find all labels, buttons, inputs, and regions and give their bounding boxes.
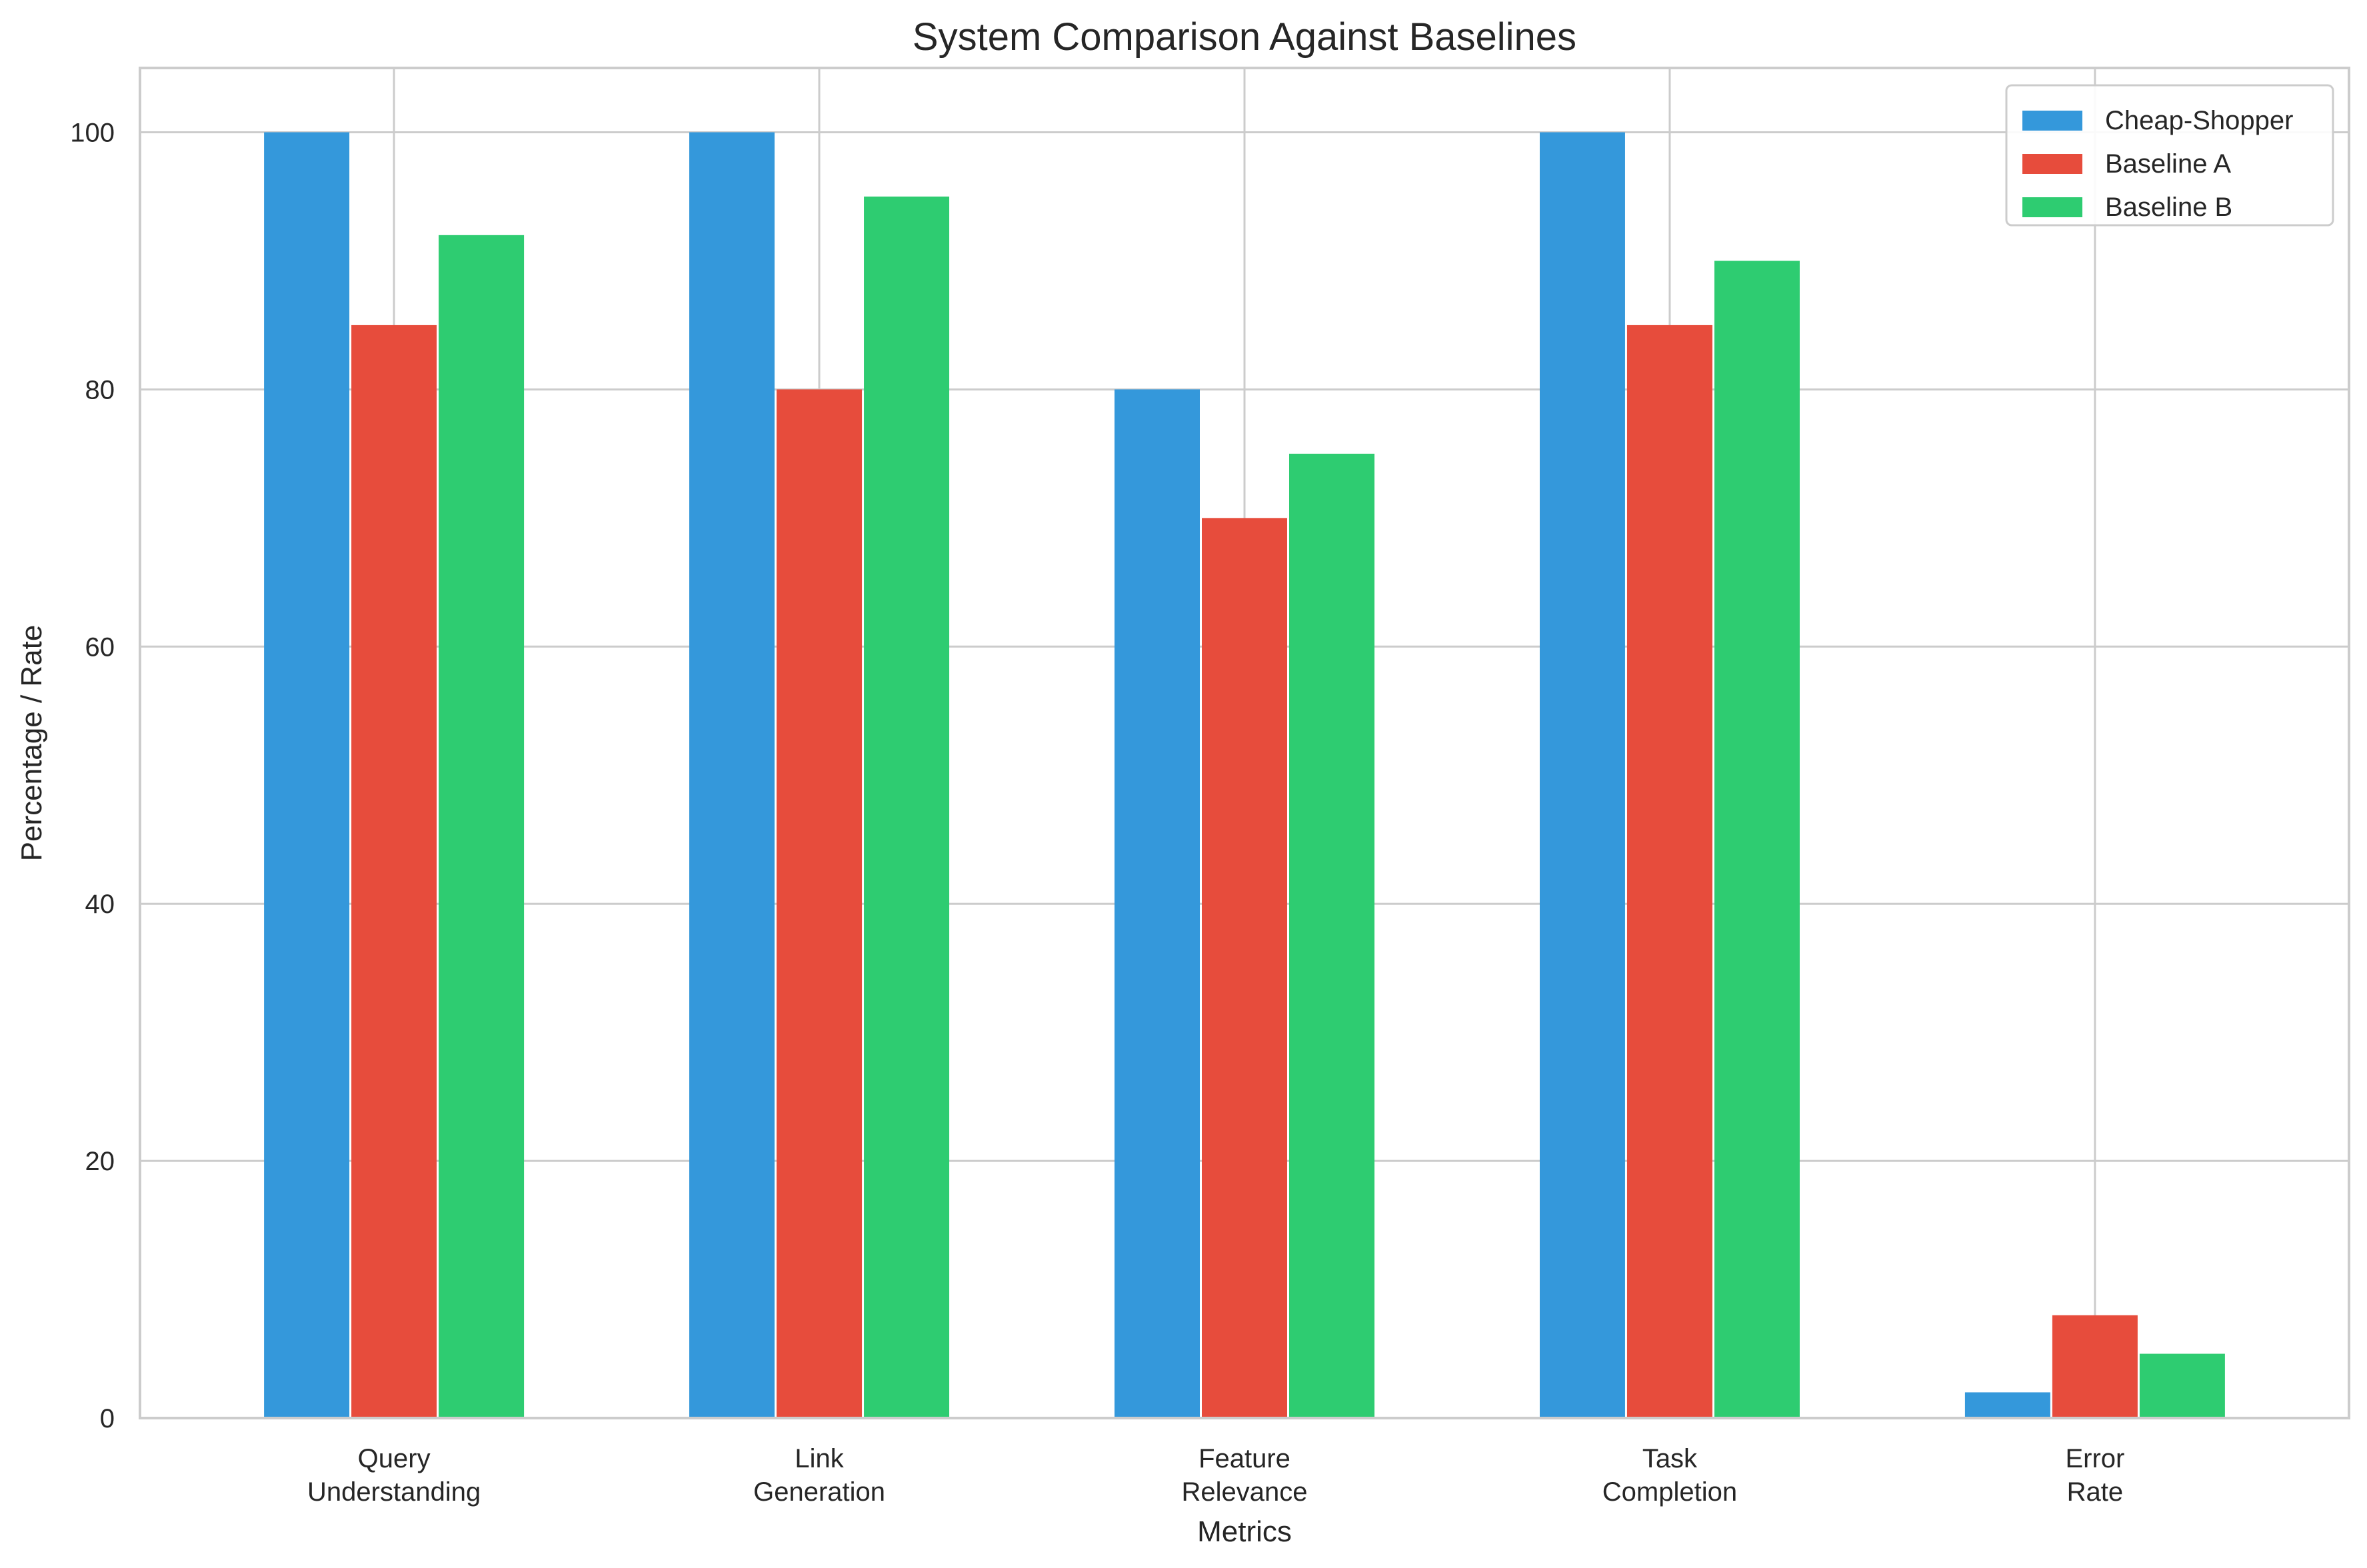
x-tick-label: Task Completion — [1602, 1444, 1737, 1507]
chart-title: System Comparison Against Baselines — [913, 15, 1576, 59]
y-tick-label: 60 — [85, 632, 115, 662]
legend: Cheap-Shopper Baseline A Baseline B — [2005, 84, 2334, 227]
legend-swatch — [2022, 154, 2082, 174]
y-tick-label: 80 — [85, 375, 115, 404]
bar-baseline-b — [864, 196, 950, 1418]
bar-baseline-a — [1626, 325, 1712, 1418]
bar-cheap-shopper — [264, 132, 350, 1418]
bar-baseline-a — [351, 325, 437, 1418]
legend-frame — [2005, 84, 2334, 227]
bar-baseline-a — [2052, 1315, 2138, 1418]
legend-label: Cheap-Shopper — [2105, 106, 2293, 135]
x-tick-label: Feature Relevance — [1181, 1444, 1307, 1507]
x-tick-label: Query Understanding — [307, 1444, 481, 1507]
tick-labels: 0 20 40 60 80 100 Query Understanding Link Genera… — [70, 118, 2124, 1507]
x-axis-title: Metrics — [1197, 1515, 1292, 1548]
bar-baseline-a — [777, 389, 863, 1418]
legend-label: Baseline B — [2105, 193, 2232, 222]
bar-baseline-b — [1714, 261, 1800, 1418]
bar-cheap-shopper — [1115, 389, 1200, 1418]
axes — [139, 67, 2350, 1419]
bars — [264, 132, 2225, 1419]
bar-baseline-a — [1202, 518, 1287, 1419]
bar-cheap-shopper — [1539, 132, 1625, 1418]
legend-swatch — [2022, 111, 2082, 131]
bar-baseline-b — [1289, 453, 1374, 1418]
y-axis-title: Percentage / Rate — [15, 625, 48, 862]
bar-cheap-shopper — [689, 132, 775, 1418]
plot-frame — [139, 67, 2350, 1419]
x-tick-label: Error Rate — [2065, 1444, 2124, 1507]
legend-label: Baseline A — [2105, 149, 2231, 179]
bar-baseline-b — [439, 235, 525, 1418]
y-tick-label: 0 — [100, 1404, 115, 1433]
y-tick-label: 100 — [70, 118, 115, 147]
bar-cheap-shopper — [1964, 1392, 2050, 1418]
legend-swatch — [2022, 197, 2082, 217]
y-tick-label: 20 — [85, 1147, 115, 1176]
x-tick-label: Link Generation — [753, 1444, 885, 1507]
bar-baseline-b — [2139, 1353, 2225, 1418]
y-tick-label: 40 — [85, 890, 115, 919]
